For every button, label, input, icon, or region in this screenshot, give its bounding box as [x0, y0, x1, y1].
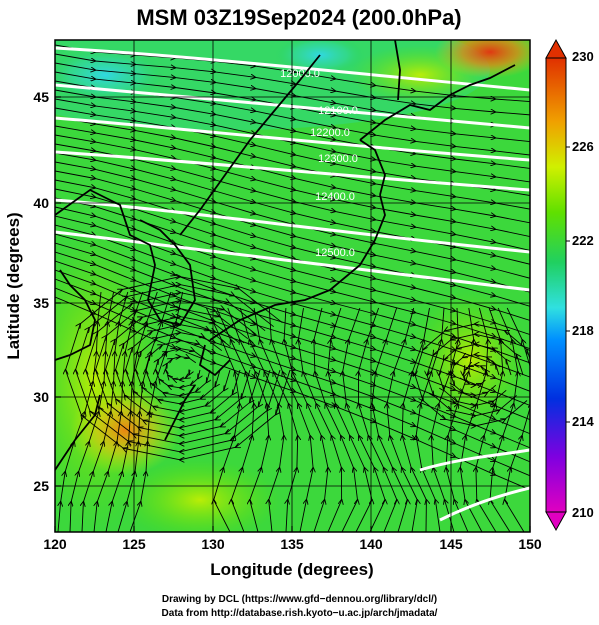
- warm-spot-northeast: [435, 40, 530, 78]
- wind-streamlines: [55, 44, 530, 532]
- coastline-russia: [179, 54, 321, 236]
- coastline-hokkaido: [359, 94, 451, 141]
- colorbar-tick-label: 230: [572, 49, 594, 64]
- yellow-band-south: [120, 460, 280, 532]
- colorbar-tick-label: 218: [572, 323, 594, 338]
- contour-line: [419, 448, 530, 472]
- coastlines: [55, 40, 516, 471]
- warm-spot-southwest: [70, 385, 180, 475]
- colorbar-scale: [545, 57, 567, 513]
- x-axis: 120 125 130 135 140 145 150 Longitude (d…: [43, 526, 542, 579]
- footer-credit-data: Data from http://database.rish.kyoto−u.a…: [161, 608, 438, 619]
- contour-line: [55, 46, 530, 92]
- footer-credit-drawing: Drawing by DCL (https://www.gfd−dennou.o…: [161, 594, 438, 605]
- grid-lines: [55, 40, 530, 532]
- contour-line: [55, 230, 530, 292]
- contour-label: 12500.0: [315, 247, 355, 259]
- chart-title: MSM 03Z19Sep2024 (200.0hPa): [136, 5, 461, 30]
- y-tick-label: 45: [33, 89, 49, 105]
- y-tick-label: 30: [33, 389, 49, 405]
- coastline-sakhalin: [394, 40, 401, 101]
- streamline: [129, 291, 184, 532]
- colorbar-tick-label: 214: [572, 414, 594, 429]
- x-tick-label: 130: [201, 536, 225, 552]
- contour-line: [439, 486, 530, 522]
- y-tick-label: 40: [33, 195, 49, 211]
- contour-label: 12300.0: [318, 153, 358, 165]
- y-axis: 25 30 35 40 45 Latitude (degrees): [4, 89, 61, 494]
- coastline-china-east: [55, 269, 96, 361]
- coastline-kyushu: [198, 344, 231, 377]
- contour-label: 12400.0: [315, 191, 355, 203]
- colorbar-min-triangle: [545, 511, 567, 532]
- colorbar-tick-label: 210: [572, 505, 594, 520]
- x-tick-label: 120: [43, 536, 67, 552]
- y-ticks: [55, 96, 61, 487]
- y-tick-label: 25: [33, 478, 49, 494]
- coastline-china-southeast: [55, 394, 101, 471]
- x-tick-label: 135: [280, 536, 304, 552]
- x-tick-label: 125: [122, 536, 146, 552]
- colorbar-tick-label: 226: [572, 139, 594, 154]
- x-ticks: [54, 526, 531, 532]
- x-tick-label: 150: [518, 536, 542, 552]
- coastline-kurils: [449, 64, 516, 96]
- colorbar-max-triangle: [545, 38, 567, 59]
- colorbar: 230 226 222 218 214 210: [545, 38, 594, 532]
- y-axis-label: Latitude (degrees): [4, 212, 23, 359]
- coastline-ryukyu: [164, 384, 196, 441]
- contour-label: 12000.0: [280, 68, 320, 80]
- coastline-honshu: [209, 194, 386, 341]
- coastline-korea-china: [55, 188, 196, 327]
- streamline: [415, 324, 530, 426]
- x-tick-label: 140: [359, 536, 383, 552]
- colorbar-ticks: [566, 146, 570, 423]
- y-tick-label: 35: [33, 295, 49, 311]
- contour-label: 12200.0: [310, 127, 350, 139]
- plot-area: 12000.0 12100.0 12200.0 12300.0 12400.0 12500…: [55, 40, 530, 532]
- colorbar-tick-label: 222: [572, 233, 594, 248]
- coastline-honshu-north: [359, 139, 386, 196]
- contour-label: 12100.0: [318, 105, 358, 117]
- x-tick-label: 145: [439, 536, 463, 552]
- x-axis-label: Longitude (degrees): [210, 560, 373, 579]
